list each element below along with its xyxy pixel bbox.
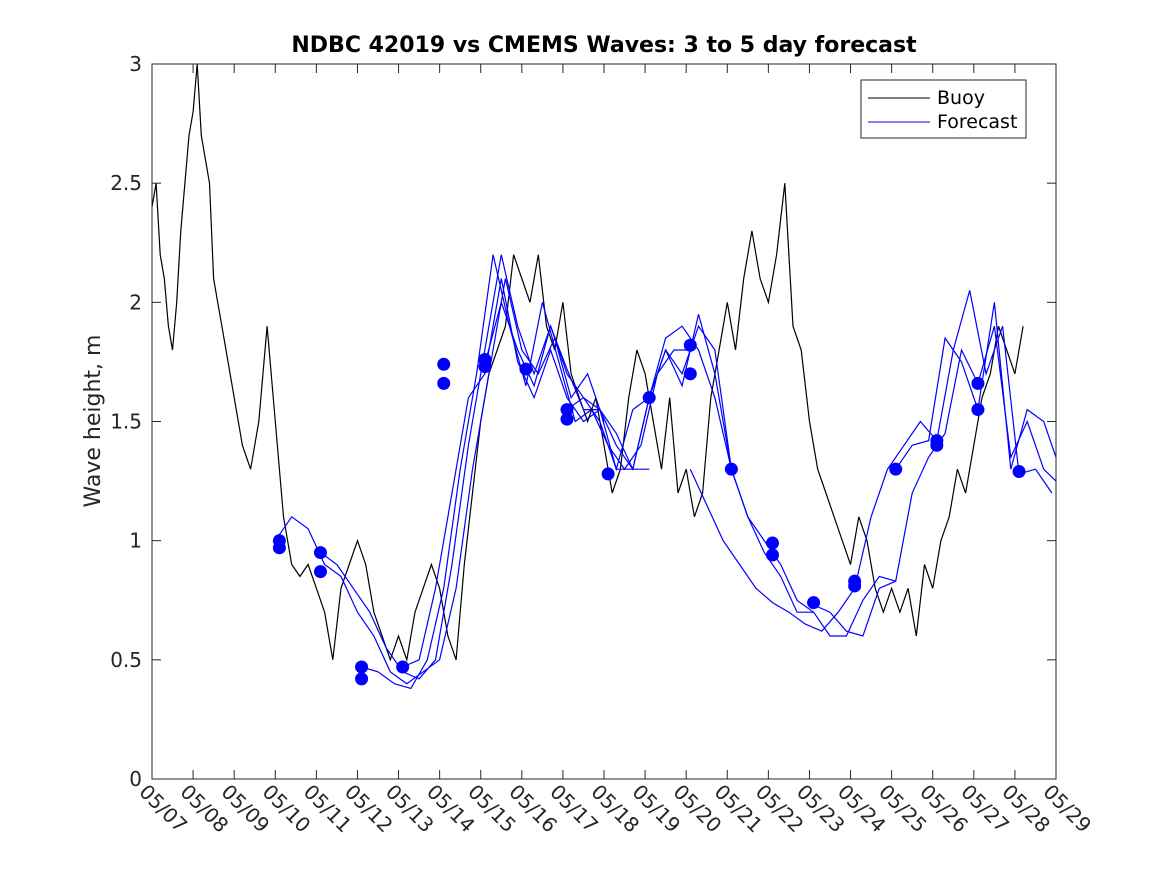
- forecast-marker: [765, 548, 779, 562]
- forecast-marker: [683, 338, 697, 352]
- forecast-marker: [683, 367, 697, 381]
- forecast-marker: [355, 660, 369, 674]
- forecast-series-line: [402, 278, 732, 668]
- forecast-marker: [355, 672, 369, 686]
- forecast-series-line: [689, 290, 1053, 632]
- forecast-marker: [601, 467, 615, 481]
- forecast-marker: [930, 438, 944, 452]
- forecast-marker: [437, 357, 451, 371]
- forecast-marker: [807, 596, 821, 610]
- y-axis: 0 0.5 1 1.5 2 2.5 3: [110, 52, 1056, 791]
- forecast-marker: [971, 376, 985, 390]
- legend-label-buoy: Buoy: [937, 87, 985, 109]
- forecast-marker: [560, 403, 574, 417]
- legend: Buoy Forecast: [860, 79, 1027, 139]
- forecast-marker: [642, 391, 656, 405]
- forecast-marker: [971, 403, 985, 417]
- buoy-series-line: [151, 63, 1024, 663]
- y-tick-label: 0: [129, 767, 142, 791]
- y-tick-label: 0.5: [110, 648, 142, 672]
- forecast-marker: [519, 362, 533, 376]
- forecast-series-line: [274, 278, 605, 685]
- forecast-marker: [478, 360, 492, 374]
- y-tick-label: 1.5: [110, 410, 142, 434]
- forecast-marker: [560, 412, 574, 426]
- y-tick-label: 2: [129, 290, 142, 314]
- chart-title: NDBC 42019 vs CMEMS Waves: 3 to 5 day fo…: [291, 33, 917, 58]
- forecast-marker: [437, 376, 451, 390]
- y-tick-label: 1: [129, 529, 142, 553]
- legend-label-forecast: Forecast: [937, 111, 1017, 133]
- y-axis-label: Wave height, m: [81, 335, 106, 508]
- forecast-marker: [889, 462, 903, 476]
- y-tick-label: 3: [129, 52, 142, 76]
- forecast-marker: [1012, 465, 1026, 479]
- y-tick-label: 2.5: [110, 171, 142, 195]
- forecast-series-line: [320, 254, 650, 680]
- forecast-marker: [396, 660, 410, 674]
- forecast-marker: [765, 536, 779, 550]
- legend-box: [860, 79, 1027, 139]
- forecast-marker: [724, 462, 738, 476]
- marker-layer: [272, 338, 1026, 686]
- forecast-marker: [272, 541, 286, 555]
- forecast-marker: [848, 579, 862, 593]
- forecast-series-line: [361, 254, 691, 690]
- forecast-marker: [313, 565, 327, 579]
- forecast-marker: [313, 546, 327, 560]
